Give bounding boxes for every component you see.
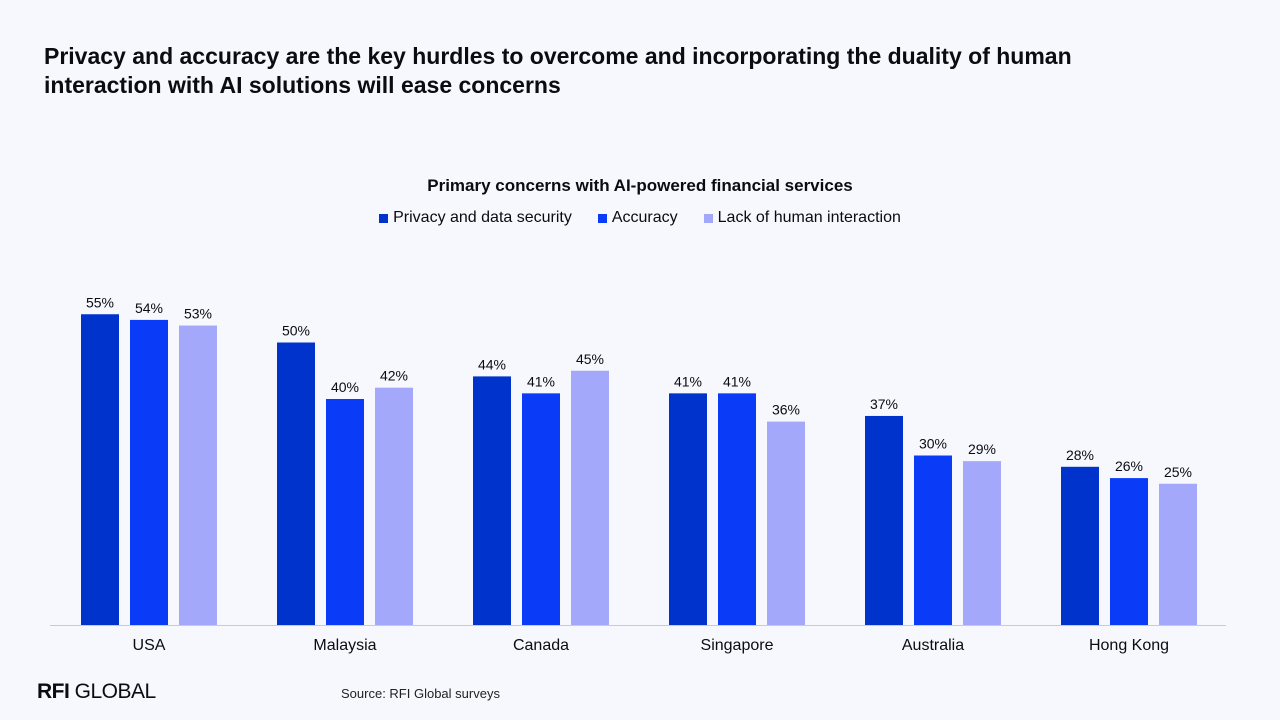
data-label-usa-series-1: 54% — [135, 300, 163, 316]
legend-label-human: Lack of human interaction — [717, 209, 901, 226]
bar-singapore-series-1 — [718, 393, 756, 625]
chart-legend: Privacy and data security Accuracy Lack … — [0, 209, 1280, 227]
legend-swatch-privacy — [379, 213, 389, 223]
data-label-australia-series-1: 30% — [919, 436, 947, 452]
data-label-australia-series-0: 37% — [870, 396, 898, 412]
bar-canada-series-0 — [473, 376, 511, 625]
data-label-singapore-series-1: 41% — [723, 373, 751, 389]
x-tick-label-australia: Australia — [902, 637, 964, 654]
bar-singapore-series-2 — [767, 421, 805, 625]
data-label-hong-kong-series-0: 28% — [1066, 447, 1094, 463]
bar-usa-series-2 — [179, 325, 217, 625]
bar-hong-kong-series-1 — [1110, 478, 1148, 625]
data-label-malaysia-series-2: 42% — [380, 368, 408, 384]
data-label-hong-kong-series-1: 26% — [1115, 458, 1143, 474]
bar-chart: 55% 54% 53% USA 50% 40% 42% Malaysia 44% 41% 45% Ca… — [50, 294, 1226, 654]
data-label-malaysia-series-1: 40% — [331, 379, 359, 395]
rfi-global-logo: RFI GLOBAL — [37, 680, 156, 703]
bar-canada-series-1 — [522, 393, 560, 625]
data-label-singapore-series-2: 36% — [772, 402, 800, 418]
legend-item-human: Lack of human interaction — [703, 209, 901, 227]
bar-usa-series-0 — [81, 314, 119, 625]
legend-swatch-accuracy — [597, 213, 607, 223]
bar-usa-series-1 — [130, 319, 168, 625]
legend-item-privacy: Privacy and data security — [379, 209, 572, 227]
bar-hong-kong-series-2 — [1159, 483, 1197, 625]
data-label-australia-series-2: 29% — [968, 441, 996, 457]
bar-australia-series-1 — [914, 455, 952, 625]
data-label-usa-series-2: 53% — [184, 306, 212, 322]
data-label-canada-series-2: 45% — [576, 351, 604, 367]
source-note: Source: RFI Global surveys — [341, 686, 500, 701]
bar-australia-series-2 — [963, 461, 1001, 625]
x-tick-label-singapore: Singapore — [701, 637, 774, 654]
bar-hong-kong-series-0 — [1061, 466, 1099, 625]
data-label-hong-kong-series-2: 25% — [1164, 464, 1192, 480]
chart-title: Primary concerns with AI-powered financi… — [427, 176, 853, 195]
legend-label-accuracy: Accuracy — [611, 209, 678, 226]
legend-label-privacy: Privacy and data security — [393, 209, 572, 226]
data-label-singapore-series-0: 41% — [674, 373, 702, 389]
data-label-canada-series-1: 41% — [527, 373, 555, 389]
data-label-canada-series-0: 44% — [478, 356, 506, 372]
page-headline: Privacy and accuracy are the key hurdles… — [44, 43, 1072, 98]
data-label-usa-series-0: 55% — [86, 294, 114, 310]
x-tick-label-canada: Canada — [513, 637, 569, 654]
x-tick-label-usa: USA — [133, 637, 166, 654]
x-tick-label-hong-kong: Hong Kong — [1089, 637, 1169, 654]
bar-singapore-series-0 — [669, 393, 707, 625]
bar-canada-series-2 — [571, 370, 609, 625]
x-tick-label-malaysia: Malaysia — [313, 637, 376, 654]
bar-malaysia-series-1 — [326, 399, 364, 625]
bar-malaysia-series-2 — [375, 387, 413, 625]
data-label-malaysia-series-0: 50% — [282, 323, 310, 339]
legend-item-accuracy: Accuracy — [597, 209, 678, 227]
bar-malaysia-series-0 — [277, 342, 315, 625]
legend-swatch-human — [703, 213, 713, 223]
bar-australia-series-0 — [865, 415, 903, 625]
